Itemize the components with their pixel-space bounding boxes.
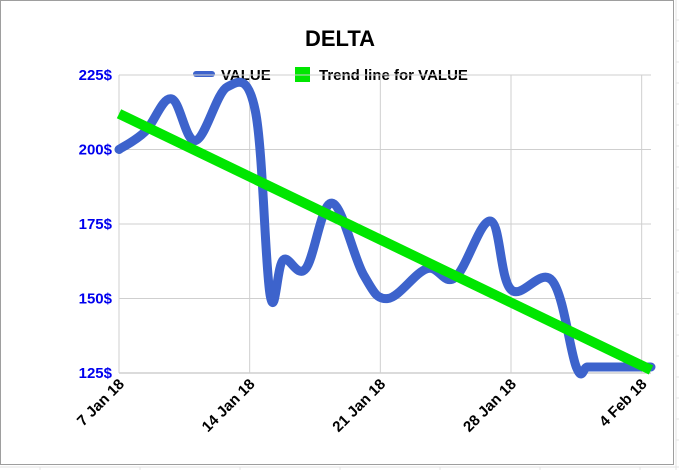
series-layer xyxy=(114,77,656,379)
gridlines xyxy=(118,74,651,374)
y-axis-ticks: 125$ 150$ 175$ 200$ 225$ xyxy=(79,67,113,382)
x-tick-label: 21 Jan 18 xyxy=(329,376,389,436)
series-line-value xyxy=(114,77,656,379)
series-line-trend xyxy=(116,109,654,375)
x-tick-label: 4 Feb 18 xyxy=(596,376,650,430)
chart-title: DELTA xyxy=(305,26,375,51)
x-tick-label: 7 Jan 18 xyxy=(74,376,128,430)
y-tick-label: 175$ xyxy=(79,216,113,233)
x-tick-label: 14 Jan 18 xyxy=(199,376,259,436)
y-tick-label: 125$ xyxy=(79,365,113,382)
y-tick-label: 200$ xyxy=(79,142,113,159)
x-axis-ticks: 7 Jan 18 14 Jan 18 21 Jan 18 28 Jan 18 4 Feb… xyxy=(74,376,651,436)
y-tick-label: 225$ xyxy=(79,67,113,84)
y-tick-label: 150$ xyxy=(79,291,113,308)
x-tick-label: 28 Jan 18 xyxy=(460,376,520,436)
